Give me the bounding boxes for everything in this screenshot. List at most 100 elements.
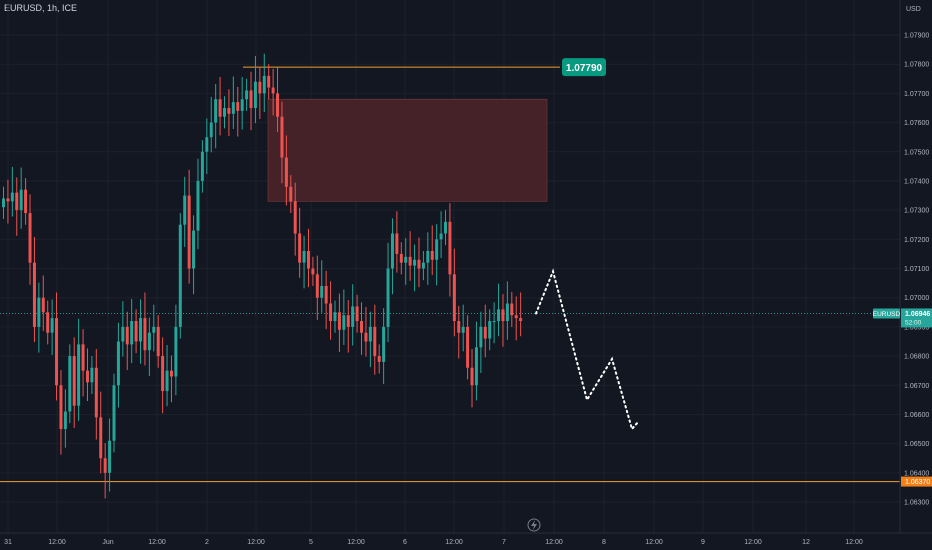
candle[interactable] bbox=[267, 64, 271, 100]
candle[interactable] bbox=[10, 166, 14, 217]
candle[interactable] bbox=[421, 250, 425, 281]
candle[interactable] bbox=[161, 337, 165, 414]
candle[interactable] bbox=[364, 307, 368, 357]
candle[interactable] bbox=[492, 302, 496, 344]
candle[interactable] bbox=[417, 237, 421, 288]
candle[interactable] bbox=[315, 255, 319, 320]
candle[interactable] bbox=[63, 389, 67, 448]
candle[interactable] bbox=[32, 236, 36, 343]
candle[interactable] bbox=[497, 283, 501, 337]
candle[interactable] bbox=[77, 318, 81, 421]
candle[interactable] bbox=[223, 96, 226, 129]
candle[interactable] bbox=[293, 182, 297, 256]
candle[interactable] bbox=[258, 66, 262, 120]
lightning-icon[interactable] bbox=[527, 518, 541, 532]
candle[interactable] bbox=[479, 311, 483, 373]
candle[interactable] bbox=[280, 101, 284, 184]
candle[interactable] bbox=[333, 300, 337, 333]
candle[interactable] bbox=[360, 302, 364, 355]
candle[interactable] bbox=[108, 418, 112, 492]
candle[interactable] bbox=[329, 281, 333, 340]
candle[interactable] bbox=[302, 235, 306, 289]
candle[interactable] bbox=[24, 178, 28, 225]
candle[interactable] bbox=[205, 118, 209, 174]
candle[interactable] bbox=[169, 355, 173, 403]
candle[interactable] bbox=[249, 71, 253, 131]
candle[interactable] bbox=[298, 207, 302, 278]
candle[interactable] bbox=[72, 337, 76, 428]
candle[interactable] bbox=[271, 68, 275, 116]
candle[interactable] bbox=[121, 301, 125, 357]
high-level-tag[interactable]: 1.07790 bbox=[562, 58, 606, 77]
candle[interactable] bbox=[435, 224, 439, 286]
candle[interactable] bbox=[386, 242, 390, 343]
candle[interactable] bbox=[139, 299, 143, 364]
supply-zone[interactable] bbox=[267, 98, 548, 202]
candle[interactable] bbox=[488, 309, 492, 351]
candle[interactable] bbox=[505, 281, 509, 340]
candle[interactable] bbox=[134, 309, 138, 354]
candle[interactable] bbox=[399, 242, 403, 275]
candle[interactable] bbox=[466, 315, 470, 380]
candle[interactable] bbox=[262, 53, 266, 113]
candle[interactable] bbox=[346, 300, 350, 353]
candle[interactable] bbox=[514, 296, 518, 341]
candle[interactable] bbox=[28, 194, 32, 285]
candle[interactable] bbox=[103, 443, 107, 499]
candle[interactable] bbox=[355, 294, 359, 333]
candle[interactable] bbox=[470, 349, 474, 408]
candle[interactable] bbox=[311, 256, 315, 287]
candle[interactable] bbox=[192, 215, 196, 295]
candle[interactable] bbox=[37, 282, 41, 353]
candle[interactable] bbox=[236, 86, 240, 137]
candle[interactable] bbox=[382, 308, 386, 385]
candle[interactable] bbox=[342, 289, 346, 345]
candle[interactable] bbox=[426, 232, 430, 285]
candle[interactable] bbox=[452, 248, 456, 337]
candle[interactable] bbox=[130, 298, 134, 364]
candle[interactable] bbox=[81, 329, 85, 397]
symbol-name-tag[interactable]: EURUSD bbox=[873, 311, 901, 318]
candle[interactable] bbox=[50, 299, 54, 355]
candle[interactable] bbox=[368, 311, 372, 368]
candle[interactable] bbox=[390, 218, 394, 295]
candle[interactable] bbox=[15, 177, 19, 236]
candle[interactable] bbox=[156, 315, 160, 368]
candle[interactable] bbox=[55, 292, 59, 401]
candle[interactable] bbox=[214, 84, 218, 149]
candle[interactable] bbox=[178, 213, 182, 339]
candle[interactable] bbox=[90, 356, 94, 395]
candle[interactable] bbox=[320, 260, 324, 313]
candle[interactable] bbox=[253, 56, 257, 124]
candle[interactable] bbox=[85, 348, 89, 402]
candle[interactable] bbox=[395, 211, 399, 273]
candle[interactable] bbox=[483, 304, 487, 358]
candle[interactable] bbox=[143, 292, 147, 366]
candle[interactable] bbox=[196, 158, 200, 250]
candle[interactable] bbox=[276, 67, 280, 132]
candle[interactable] bbox=[457, 305, 461, 359]
candle[interactable] bbox=[519, 292, 523, 337]
candle[interactable] bbox=[2, 186, 5, 219]
candle[interactable] bbox=[116, 322, 120, 408]
candle[interactable] bbox=[377, 344, 381, 374]
candle[interactable] bbox=[289, 175, 293, 214]
candle[interactable] bbox=[209, 96, 213, 153]
candle[interactable] bbox=[430, 225, 434, 275]
candle[interactable] bbox=[165, 344, 169, 407]
candle[interactable] bbox=[152, 304, 156, 352]
candle[interactable] bbox=[245, 78, 249, 111]
candle[interactable] bbox=[306, 228, 310, 288]
candle[interactable] bbox=[112, 373, 116, 453]
candle[interactable] bbox=[444, 210, 447, 246]
candle[interactable] bbox=[510, 291, 514, 327]
candle[interactable] bbox=[183, 176, 187, 247]
candle[interactable] bbox=[240, 77, 244, 130]
candle[interactable] bbox=[46, 300, 50, 345]
candle[interactable] bbox=[125, 311, 129, 371]
candle[interactable] bbox=[6, 179, 10, 224]
candle[interactable] bbox=[41, 275, 45, 331]
candle[interactable] bbox=[59, 370, 63, 455]
candle[interactable] bbox=[324, 270, 328, 330]
